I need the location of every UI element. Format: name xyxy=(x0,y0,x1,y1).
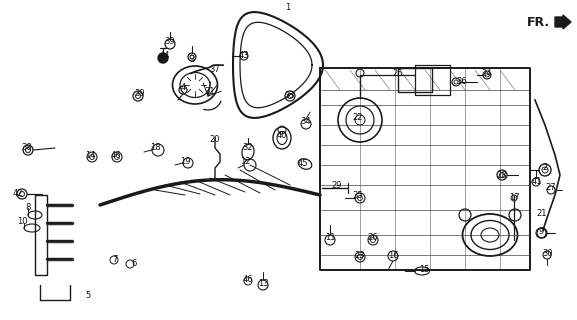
Text: 39: 39 xyxy=(164,37,175,46)
Text: 46: 46 xyxy=(243,276,253,284)
Text: 43: 43 xyxy=(239,51,249,60)
Text: 44: 44 xyxy=(160,51,170,60)
Text: 32: 32 xyxy=(243,143,253,153)
Text: 3: 3 xyxy=(189,55,194,65)
Text: 46: 46 xyxy=(111,150,121,159)
Text: 24: 24 xyxy=(482,68,492,77)
Text: 8: 8 xyxy=(25,203,31,212)
Circle shape xyxy=(158,53,168,63)
Text: 38: 38 xyxy=(21,143,32,153)
Text: 39: 39 xyxy=(134,89,145,98)
Text: 11: 11 xyxy=(325,233,335,242)
Text: FR.: FR. xyxy=(527,15,550,28)
Text: 25: 25 xyxy=(393,68,403,77)
Text: 40: 40 xyxy=(277,132,287,140)
Text: 4: 4 xyxy=(181,84,186,92)
Text: 2: 2 xyxy=(542,164,548,172)
Text: 35: 35 xyxy=(353,191,364,201)
Text: 9: 9 xyxy=(538,228,544,236)
Text: 42: 42 xyxy=(13,188,23,197)
Text: 10: 10 xyxy=(17,218,27,227)
Text: 6: 6 xyxy=(132,260,137,268)
Text: 22: 22 xyxy=(353,114,364,123)
Text: 45: 45 xyxy=(298,158,308,167)
Text: 37: 37 xyxy=(209,66,220,75)
Text: 28: 28 xyxy=(497,171,507,180)
Text: 13: 13 xyxy=(258,278,268,287)
Text: 15: 15 xyxy=(419,266,429,275)
Text: 5: 5 xyxy=(85,291,91,300)
Text: 27: 27 xyxy=(546,183,556,193)
Text: 16: 16 xyxy=(388,251,398,260)
Text: 41: 41 xyxy=(532,178,542,187)
Text: 1: 1 xyxy=(286,4,291,12)
Text: 18: 18 xyxy=(149,143,160,153)
Text: 31: 31 xyxy=(205,87,215,97)
Text: 36: 36 xyxy=(456,77,467,86)
Text: 14: 14 xyxy=(85,151,95,161)
FancyArrow shape xyxy=(555,15,571,29)
Text: 17: 17 xyxy=(509,194,519,203)
Text: 23: 23 xyxy=(355,252,365,260)
Text: 29: 29 xyxy=(332,181,342,190)
Text: 19: 19 xyxy=(180,157,190,166)
Text: 20: 20 xyxy=(210,135,220,145)
Text: 30: 30 xyxy=(543,249,553,258)
Text: 21: 21 xyxy=(537,209,547,218)
Text: 26: 26 xyxy=(368,234,379,243)
Text: 7: 7 xyxy=(113,255,118,265)
Text: 12: 12 xyxy=(240,157,250,166)
Text: 34: 34 xyxy=(301,117,312,126)
Text: 33: 33 xyxy=(284,91,295,100)
